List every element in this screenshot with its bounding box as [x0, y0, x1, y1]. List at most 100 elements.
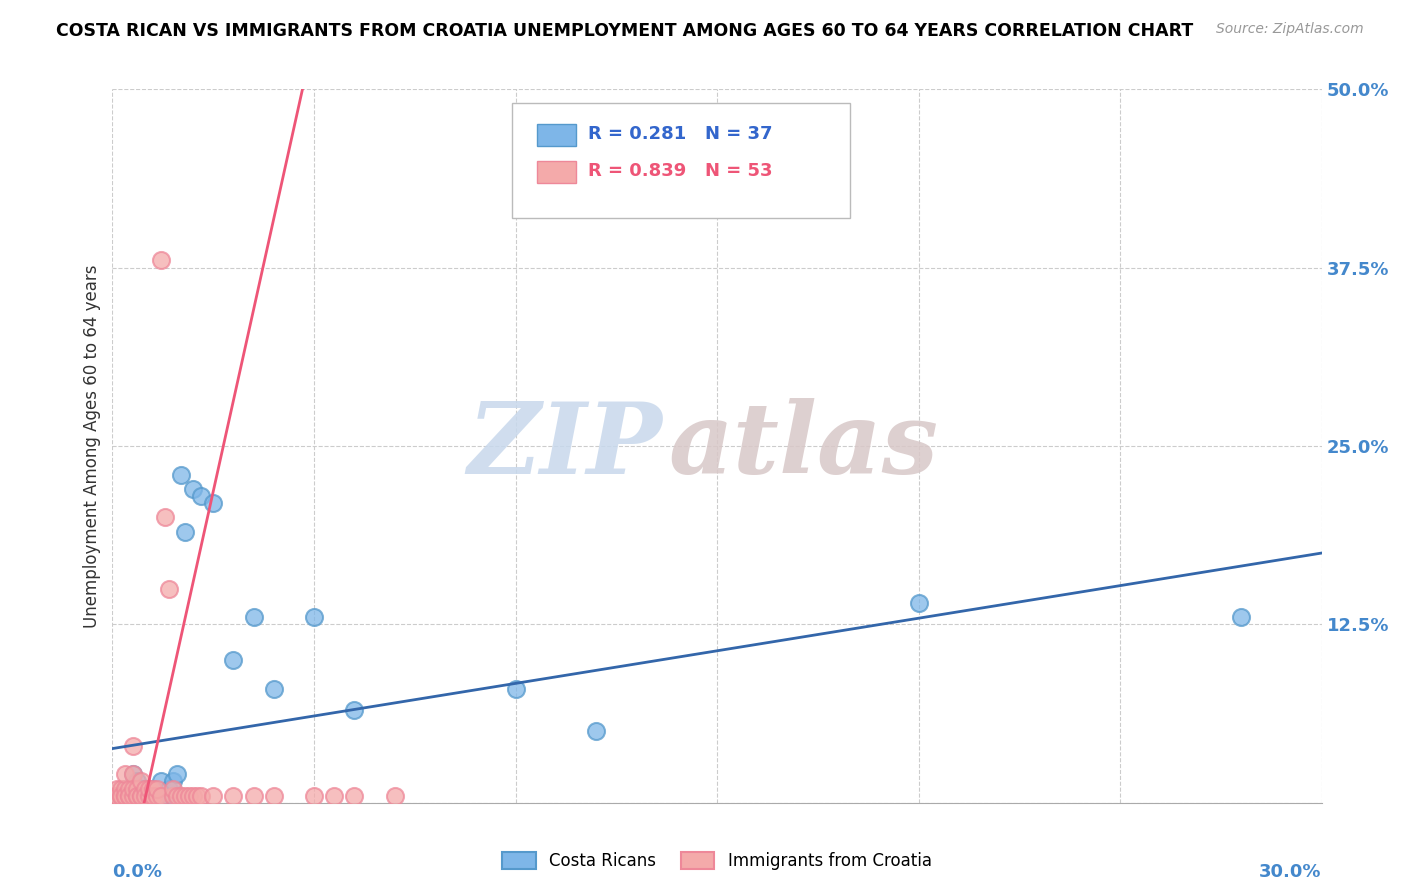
Point — [121, 739, 143, 753]
Point — [343, 789, 366, 803]
Point — [149, 253, 172, 268]
Point — [117, 789, 139, 803]
Point — [323, 789, 346, 803]
Point — [129, 789, 152, 803]
Point — [1230, 610, 1253, 624]
Point — [129, 781, 152, 796]
Point — [138, 789, 160, 803]
Point — [125, 789, 148, 803]
Point — [114, 781, 136, 796]
Point — [117, 789, 139, 803]
Point — [242, 789, 264, 803]
Point — [384, 789, 406, 803]
Y-axis label: Unemployment Among Ages 60 to 64 years: Unemployment Among Ages 60 to 64 years — [83, 264, 101, 628]
Point — [585, 724, 607, 739]
Point — [162, 789, 184, 803]
Text: 30.0%: 30.0% — [1260, 863, 1322, 880]
Text: R = 0.839   N = 53: R = 0.839 N = 53 — [588, 162, 772, 180]
Point — [142, 789, 165, 803]
Point — [129, 774, 152, 789]
FancyBboxPatch shape — [537, 161, 575, 183]
Point — [114, 781, 136, 796]
Point — [202, 496, 225, 510]
Point — [157, 582, 180, 596]
Point — [170, 789, 193, 803]
Point — [505, 681, 527, 696]
Point — [125, 774, 148, 789]
Point — [222, 789, 245, 803]
Point — [166, 789, 188, 803]
FancyBboxPatch shape — [512, 103, 851, 218]
Point — [242, 610, 264, 624]
Legend: Costa Ricans, Immigrants from Croatia: Costa Ricans, Immigrants from Croatia — [496, 845, 938, 877]
Point — [121, 789, 143, 803]
Point — [114, 784, 136, 798]
FancyBboxPatch shape — [537, 124, 575, 145]
Point — [190, 489, 212, 503]
Point — [117, 781, 139, 796]
Point — [263, 681, 285, 696]
Point — [134, 781, 156, 796]
Point — [110, 781, 132, 796]
Point — [162, 781, 184, 796]
Point — [170, 467, 193, 482]
Point — [121, 767, 143, 781]
Point — [138, 789, 160, 803]
Point — [117, 789, 139, 803]
Point — [907, 596, 929, 610]
Point — [302, 610, 325, 624]
Point — [110, 789, 132, 803]
Point — [146, 789, 169, 803]
Point — [142, 781, 165, 796]
Point — [125, 789, 148, 803]
Point — [153, 789, 176, 803]
Point — [129, 789, 152, 803]
Point — [105, 789, 128, 803]
Text: R = 0.281   N = 37: R = 0.281 N = 37 — [588, 125, 772, 143]
Point — [134, 789, 156, 803]
Point — [129, 789, 152, 803]
Point — [181, 482, 204, 496]
Point — [142, 789, 165, 803]
Point — [138, 781, 160, 796]
Text: ZIP: ZIP — [468, 398, 662, 494]
Point — [114, 789, 136, 803]
Point — [162, 774, 184, 789]
Point — [186, 789, 208, 803]
Point — [190, 789, 212, 803]
Point — [110, 789, 132, 803]
Text: COSTA RICAN VS IMMIGRANTS FROM CROATIA UNEMPLOYMENT AMONG AGES 60 TO 64 YEARS CO: COSTA RICAN VS IMMIGRANTS FROM CROATIA U… — [56, 22, 1194, 40]
Point — [177, 789, 200, 803]
Point — [174, 524, 197, 539]
Point — [105, 789, 128, 803]
Point — [121, 781, 143, 796]
Point — [125, 781, 148, 796]
Point — [157, 781, 180, 796]
Point — [121, 767, 143, 781]
Point — [162, 789, 184, 803]
Point — [105, 781, 128, 796]
Point — [105, 789, 128, 803]
Text: Source: ZipAtlas.com: Source: ZipAtlas.com — [1216, 22, 1364, 37]
Point — [146, 789, 169, 803]
Point — [153, 510, 176, 524]
Point — [202, 789, 225, 803]
Point — [134, 781, 156, 796]
Point — [117, 781, 139, 796]
Point — [121, 781, 143, 796]
Point — [166, 767, 188, 781]
Point — [263, 789, 285, 803]
Point — [125, 789, 148, 803]
Point — [149, 789, 172, 803]
Point — [142, 781, 165, 796]
Point — [222, 653, 245, 667]
Point — [181, 789, 204, 803]
Point — [149, 774, 172, 789]
Point — [343, 703, 366, 717]
Text: atlas: atlas — [669, 398, 939, 494]
Point — [146, 781, 169, 796]
Point — [110, 789, 132, 803]
Text: 0.0%: 0.0% — [112, 863, 163, 880]
Point — [114, 767, 136, 781]
Point — [174, 789, 197, 803]
